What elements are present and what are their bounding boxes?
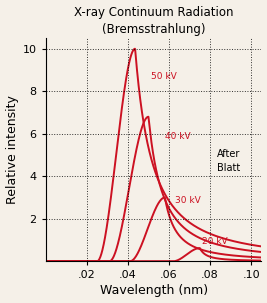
Text: 20 kV: 20 kV xyxy=(202,237,227,246)
Text: 30 kV: 30 kV xyxy=(175,196,201,205)
X-axis label: Wavelength (nm): Wavelength (nm) xyxy=(100,285,208,298)
Text: 50 kV: 50 kV xyxy=(151,72,176,81)
Y-axis label: Relative intensity: Relative intensity xyxy=(6,95,18,204)
Text: After
Blatt: After Blatt xyxy=(217,149,240,173)
Title: X-ray Continuum Radiation
(Bremsstrahlung): X-ray Continuum Radiation (Bremsstrahlun… xyxy=(74,5,233,35)
Text: 40 kV: 40 kV xyxy=(165,132,191,142)
